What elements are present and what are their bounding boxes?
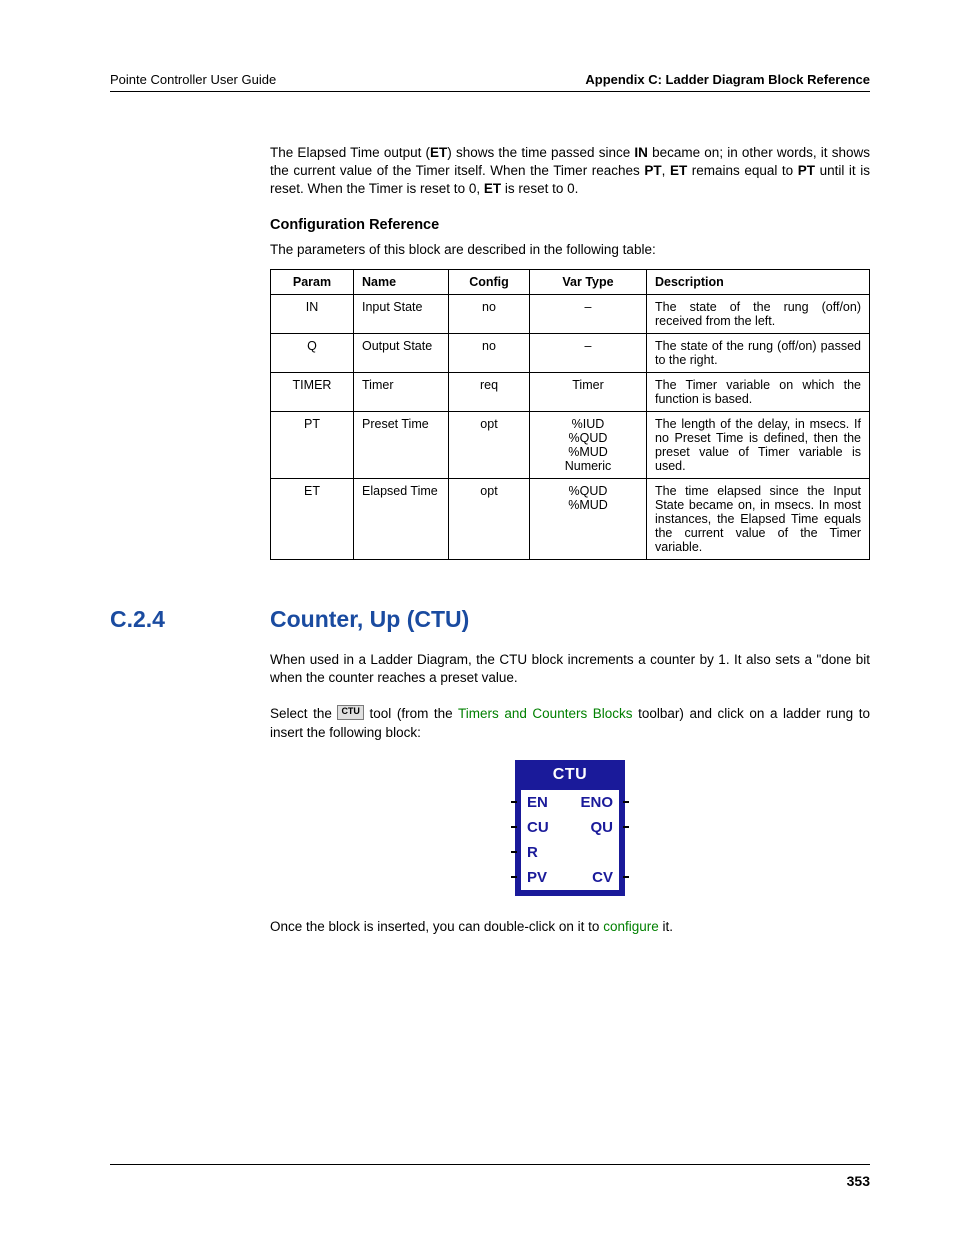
cell-vartype: Timer <box>530 372 647 411</box>
cell-config: req <box>449 372 530 411</box>
cell-description: The state of the rung (off/on) received … <box>647 294 870 333</box>
cell-config: opt <box>449 478 530 559</box>
cell-name: Input State <box>354 294 449 333</box>
table-row: QOutput Stateno–The state of the rung (o… <box>271 333 870 372</box>
pin-left-icon <box>511 876 517 878</box>
ctu-port-left: CU <box>527 819 549 836</box>
cell-name: Elapsed Time <box>354 478 449 559</box>
ctu-port-right: ENO <box>580 794 613 811</box>
cell-vartype: %QUD%MUD <box>530 478 647 559</box>
ctu-configure-paragraph: Once the block is inserted, you can doub… <box>270 918 870 936</box>
header-right: Appendix C: Ladder Diagram Block Referen… <box>585 72 870 87</box>
header-left: Pointe Controller User Guide <box>110 72 276 87</box>
cell-config: opt <box>449 411 530 478</box>
ctu-block-title: CTU <box>519 764 621 788</box>
table-row: PTPreset Timeopt%IUD%QUD%MUDNumericThe l… <box>271 411 870 478</box>
col-name: Name <box>354 269 449 294</box>
section-title: Counter, Up (CTU) <box>270 606 469 633</box>
cell-vartype: %IUD%QUD%MUDNumeric <box>530 411 647 478</box>
pin-right-icon <box>623 826 629 828</box>
configure-link[interactable]: configure <box>603 919 659 934</box>
cell-description: The length of the delay, in msecs. If no… <box>647 411 870 478</box>
parameters-table: Param Name Config Var Type Description I… <box>270 269 870 560</box>
ctu-port-left: EN <box>527 794 548 811</box>
cell-config: no <box>449 333 530 372</box>
page-header: Pointe Controller User Guide Appendix C:… <box>110 72 870 92</box>
cell-description: The Timer variable on which the function… <box>647 372 870 411</box>
col-vartype: Var Type <box>530 269 647 294</box>
ctu-port-row: R <box>521 840 619 865</box>
section-heading: C.2.4 Counter, Up (CTU) <box>110 606 870 633</box>
pin-left-icon <box>511 826 517 828</box>
pin-left-icon <box>511 801 517 803</box>
col-description: Description <box>647 269 870 294</box>
cell-name: Output State <box>354 333 449 372</box>
pin-left-icon <box>511 851 517 853</box>
cell-param: TIMER <box>271 372 354 411</box>
table-row: INInput Stateno–The state of the rung (o… <box>271 294 870 333</box>
cell-param: PT <box>271 411 354 478</box>
cell-name: Timer <box>354 372 449 411</box>
ctu-port-row: PV CV <box>521 865 619 890</box>
section-number: C.2.4 <box>110 606 270 633</box>
pin-right-icon <box>623 876 629 878</box>
config-reference-lead: The parameters of this block are describ… <box>270 241 870 259</box>
cell-vartype: – <box>530 333 647 372</box>
pin-right-icon <box>623 801 629 803</box>
ctu-select-paragraph: Select the CTU tool (from the Timers and… <box>270 705 870 741</box>
cell-name: Preset Time <box>354 411 449 478</box>
page-number: 353 <box>847 1173 870 1189</box>
table-row: ETElapsed Timeopt%QUD%MUDThe time elapse… <box>271 478 870 559</box>
cell-description: The state of the rung (off/on) passed to… <box>647 333 870 372</box>
config-reference-heading: Configuration Reference <box>270 217 870 233</box>
cell-param: Q <box>271 333 354 372</box>
col-config: Config <box>449 269 530 294</box>
cell-vartype: – <box>530 294 647 333</box>
ctu-intro-paragraph: When used in a Ladder Diagram, the CTU b… <box>270 651 870 687</box>
cell-param: IN <box>271 294 354 333</box>
cell-description: The time elapsed since the Input State b… <box>647 478 870 559</box>
ctu-port-row: CU QU <box>521 815 619 840</box>
table-row: TIMERTimerreqTimerThe Timer variable on … <box>271 372 870 411</box>
ctu-port-row: EN ENO <box>521 790 619 815</box>
footer-rule <box>110 1164 870 1165</box>
elapsed-time-paragraph: The Elapsed Time output (ET) shows the t… <box>270 144 870 199</box>
ctu-port-left: PV <box>527 869 547 886</box>
timers-counters-link[interactable]: Timers and Counters Blocks <box>458 706 633 721</box>
col-param: Param <box>271 269 354 294</box>
cell-config: no <box>449 294 530 333</box>
ctu-port-right: QU <box>591 819 614 836</box>
cell-param: ET <box>271 478 354 559</box>
ctu-port-left: R <box>527 844 538 861</box>
ctu-block-diagram: CTU EN ENO CU QU R PV CV <box>270 760 870 896</box>
table-header-row: Param Name Config Var Type Description <box>271 269 870 294</box>
ctu-tool-icon: CTU <box>337 705 364 720</box>
ctu-port-right: CV <box>592 869 613 886</box>
